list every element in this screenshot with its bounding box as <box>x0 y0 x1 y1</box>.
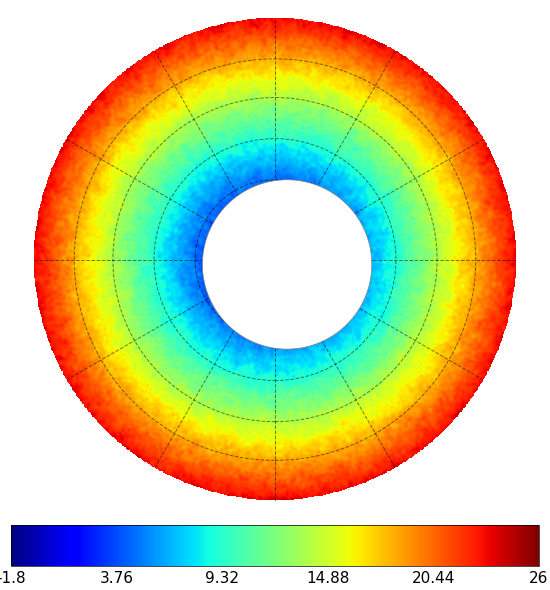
Polygon shape <box>202 180 372 349</box>
